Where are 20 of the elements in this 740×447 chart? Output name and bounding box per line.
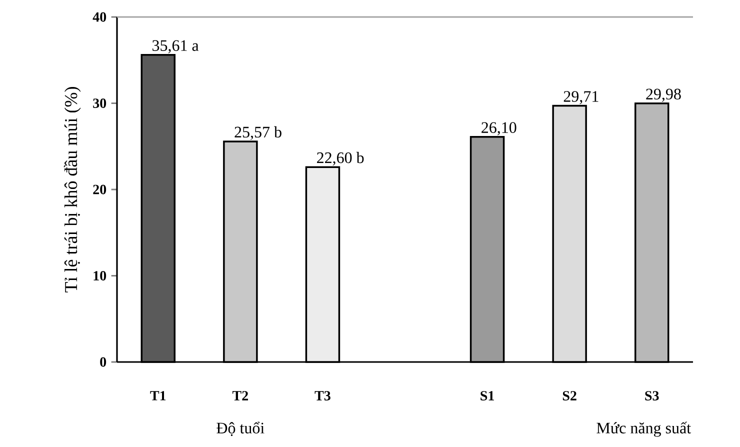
y-tick-label: 20 — [93, 184, 106, 194]
y-tick-label: 10 — [94, 271, 106, 280]
x-tick-label: T1 — [150, 391, 166, 400]
y-axis-title: Tỉ lệ trái bị khô đầu múi (%) — [64, 87, 81, 292]
x-tick-label: T2 — [232, 391, 248, 400]
data-label: 26,10 — [482, 122, 516, 136]
data-label: 29,71 — [564, 91, 598, 104]
data-label: 29,98 — [646, 88, 681, 102]
data-label: 35,61 a — [152, 40, 199, 54]
y-tick-label: 0 — [100, 357, 106, 367]
x-tick-label: S3 — [645, 391, 659, 400]
x-tick-label: S2 — [562, 391, 576, 400]
text: Độ tuổi — [216, 422, 264, 436]
text: Mức năng suất — [596, 422, 691, 437]
data-label: 22,60 b — [317, 152, 364, 166]
data-label: 25,57 b — [234, 126, 282, 140]
y-tick-label: 30 — [93, 98, 106, 108]
x-tick-label: T3 — [314, 391, 330, 400]
y-tick-label: 40 — [92, 12, 106, 22]
x-tick-label: S1 — [480, 391, 494, 400]
